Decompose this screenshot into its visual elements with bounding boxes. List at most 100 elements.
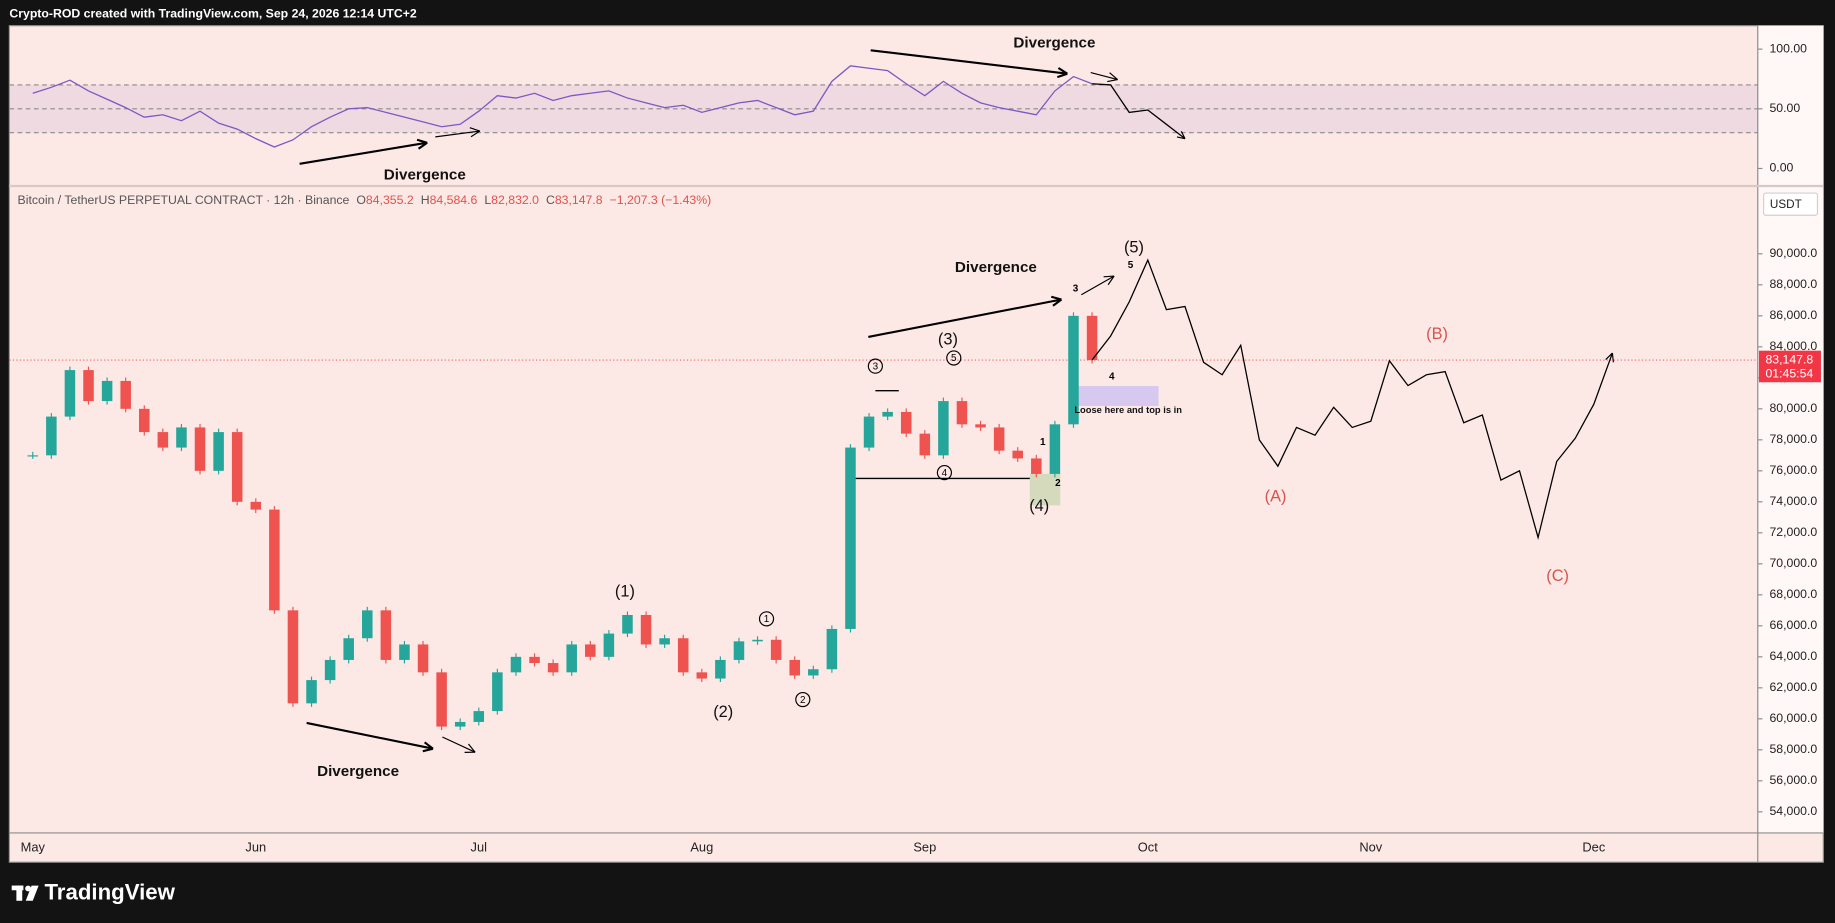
y-tick-label: 0.00 [1769,161,1793,175]
price-axis-area [1757,25,1824,833]
zone [1074,386,1159,406]
y-tick-label: 68,000.0 [1769,587,1817,601]
candle [362,610,373,639]
candle [27,455,39,457]
annotation: (1) [615,582,635,600]
arrow-head [1057,67,1068,75]
y-tick-label: 74,000.0 [1769,494,1817,508]
candle [993,427,1005,451]
candle [417,644,429,673]
arrow [306,721,434,750]
wave-label: 3 [873,361,879,372]
candle [845,447,856,629]
candle [900,411,912,434]
candle [213,432,224,471]
x-tick-label: Jul [471,840,487,855]
currency-box [1763,192,1819,216]
arrow-head [469,127,480,132]
annotation: (4) [1029,497,1049,515]
annotation: Loose here and top is in [1074,405,1182,415]
y-tick-label: 66,000.0 [1769,618,1817,632]
candle [975,424,986,428]
candle [473,711,485,722]
ohlc-key: H [421,193,430,207]
arrow-head [1109,72,1118,80]
candle [1031,458,1042,474]
arrow [1081,275,1115,296]
y-tick-label: 80,000.0 [1769,401,1817,415]
last-price-label: 83,147.8 [1765,352,1813,366]
symbol-legend: Bitcoin / TetherUS PERPETUAL CONTRACT · … [18,193,712,207]
ohlc-key: L [484,193,491,207]
candle [492,672,503,712]
wave-circle [795,691,811,708]
x-tick-label: Jun [245,840,266,855]
wave-label: 5 [1128,260,1134,271]
candle [176,427,187,448]
caption: Crypto-ROD created with TradingView.com,… [9,6,417,20]
countdown: 01:45:54 [1765,366,1813,380]
candle [752,639,763,642]
logo-mark [25,885,39,901]
annotation: Divergence [384,166,466,183]
y-tick-label: 54,000.0 [1769,804,1817,818]
candle [789,659,800,676]
candle [250,501,262,510]
candle [919,433,931,456]
arrow-head [1611,352,1614,363]
arrow-head [416,138,428,144]
arrow [435,130,480,138]
annotation: (3) [938,331,958,349]
annotation: (B) [1426,325,1448,343]
y-tick-label: 88,000.0 [1769,277,1817,291]
last-price-tag [1758,350,1821,383]
arrow [299,141,428,165]
candle [677,638,689,673]
x-tick-label: Dec [1582,840,1605,855]
candle [808,669,819,676]
arrow [1090,71,1118,81]
y-tick-label: 78,000.0 [1769,432,1817,446]
wave-label: 4 [942,468,948,479]
series-line [1092,83,1186,140]
annotation: (5) [1124,238,1144,256]
candle [83,370,94,402]
arrow [870,49,1068,75]
annotation: (A) [1265,488,1287,506]
candle [120,380,131,409]
arrow-head [470,130,481,138]
arrow-head [1605,352,1613,360]
candle [380,610,392,660]
arrow-head [1103,275,1115,278]
y-tick-label: 64,000.0 [1769,649,1817,663]
candle [64,370,76,417]
arrow-head [422,747,434,753]
wave-label: 1 [1040,437,1046,448]
y-tick-label: 62,000.0 [1769,680,1817,694]
y-tick-label: 56,000.0 [1769,773,1817,787]
candle [194,427,206,471]
candle [454,721,466,727]
arrow-head [468,743,476,753]
x-tick-label: Nov [1359,840,1382,855]
candle [324,659,336,681]
logo-mark [25,885,32,892]
wave-label: 3 [1073,284,1079,295]
ohlc-key: C [546,193,555,207]
arrow-head [1107,275,1115,286]
annotation: Divergence [1013,34,1095,51]
arrow [442,736,476,753]
candle [547,663,559,673]
ohlc-value: 84,355.2 [366,193,414,207]
y-tick-label: 86,000.0 [1769,308,1817,322]
x-tick-label: May [21,840,46,855]
ohlc-value: 84,584.6 [430,193,478,207]
wave-label: 2 [800,695,806,706]
y-tick-label: 100.00 [1769,41,1807,55]
candle [696,672,708,679]
candle [287,610,299,704]
y-tick-label: 90,000.0 [1769,246,1817,260]
candle [157,432,169,448]
